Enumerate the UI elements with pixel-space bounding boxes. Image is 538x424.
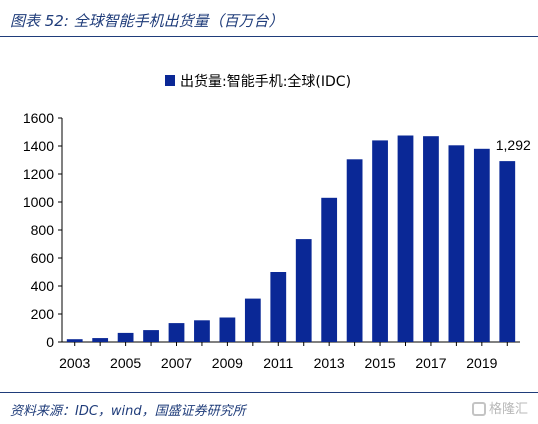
legend-label: 出货量:智能手机:全球(IDC) bbox=[180, 73, 351, 90]
bar bbox=[168, 323, 185, 342]
bar bbox=[499, 161, 516, 342]
title-divider bbox=[0, 36, 538, 37]
bar bbox=[423, 136, 439, 342]
bar bbox=[372, 140, 388, 342]
source-note: 资料来源：IDC，wind，国盛证券研究所 bbox=[10, 404, 246, 419]
bar bbox=[270, 272, 287, 342]
y-tick-label: 400 bbox=[31, 278, 55, 294]
y-tick-label: 200 bbox=[31, 306, 55, 322]
data-label: 1,292 bbox=[496, 137, 531, 153]
bar bbox=[219, 317, 236, 342]
bar bbox=[92, 338, 109, 342]
y-tick-label: 1200 bbox=[23, 166, 54, 182]
y-tick-label: 1400 bbox=[23, 138, 54, 154]
y-tick-label: 600 bbox=[31, 250, 55, 266]
x-tick-label: 2005 bbox=[110, 355, 141, 371]
x-tick-label: 2007 bbox=[161, 355, 192, 371]
bar bbox=[295, 239, 312, 342]
bar bbox=[117, 332, 134, 342]
watermark-text: 格隆汇 bbox=[488, 402, 528, 417]
y-tick-label: 800 bbox=[31, 222, 55, 238]
bar bbox=[397, 135, 414, 342]
bar bbox=[346, 159, 363, 342]
bar bbox=[321, 197, 338, 342]
y-tick-label: 0 bbox=[46, 334, 54, 350]
x-tick-label: 2017 bbox=[415, 355, 446, 371]
bar-chart: 出货量:智能手机:全球(IDC) 0 200 400 600 800 1000 1200 140… bbox=[23, 73, 531, 371]
source-divider bbox=[0, 392, 538, 393]
figure-title: 图表 52: 全球智能手机出货量（百万台） bbox=[10, 12, 284, 30]
watermark-logo-icon bbox=[471, 402, 486, 416]
bar bbox=[143, 330, 159, 342]
legend-swatch bbox=[165, 75, 175, 86]
bar bbox=[194, 320, 210, 342]
bar bbox=[448, 145, 465, 342]
x-tick-label: 2009 bbox=[212, 355, 243, 371]
bar bbox=[244, 298, 261, 342]
x-tick-label: 2013 bbox=[314, 355, 345, 371]
y-tick-label: 1600 bbox=[23, 110, 54, 126]
x-tick-label: 2019 bbox=[466, 355, 497, 371]
bar bbox=[473, 148, 490, 342]
x-tick-label: 2015 bbox=[364, 355, 395, 371]
x-tick-label: 2003 bbox=[59, 355, 90, 371]
watermark: 格隆汇 bbox=[471, 398, 528, 417]
y-tick-label: 1000 bbox=[23, 194, 54, 210]
bar bbox=[66, 339, 83, 342]
x-tick-label: 2011 bbox=[263, 355, 293, 371]
